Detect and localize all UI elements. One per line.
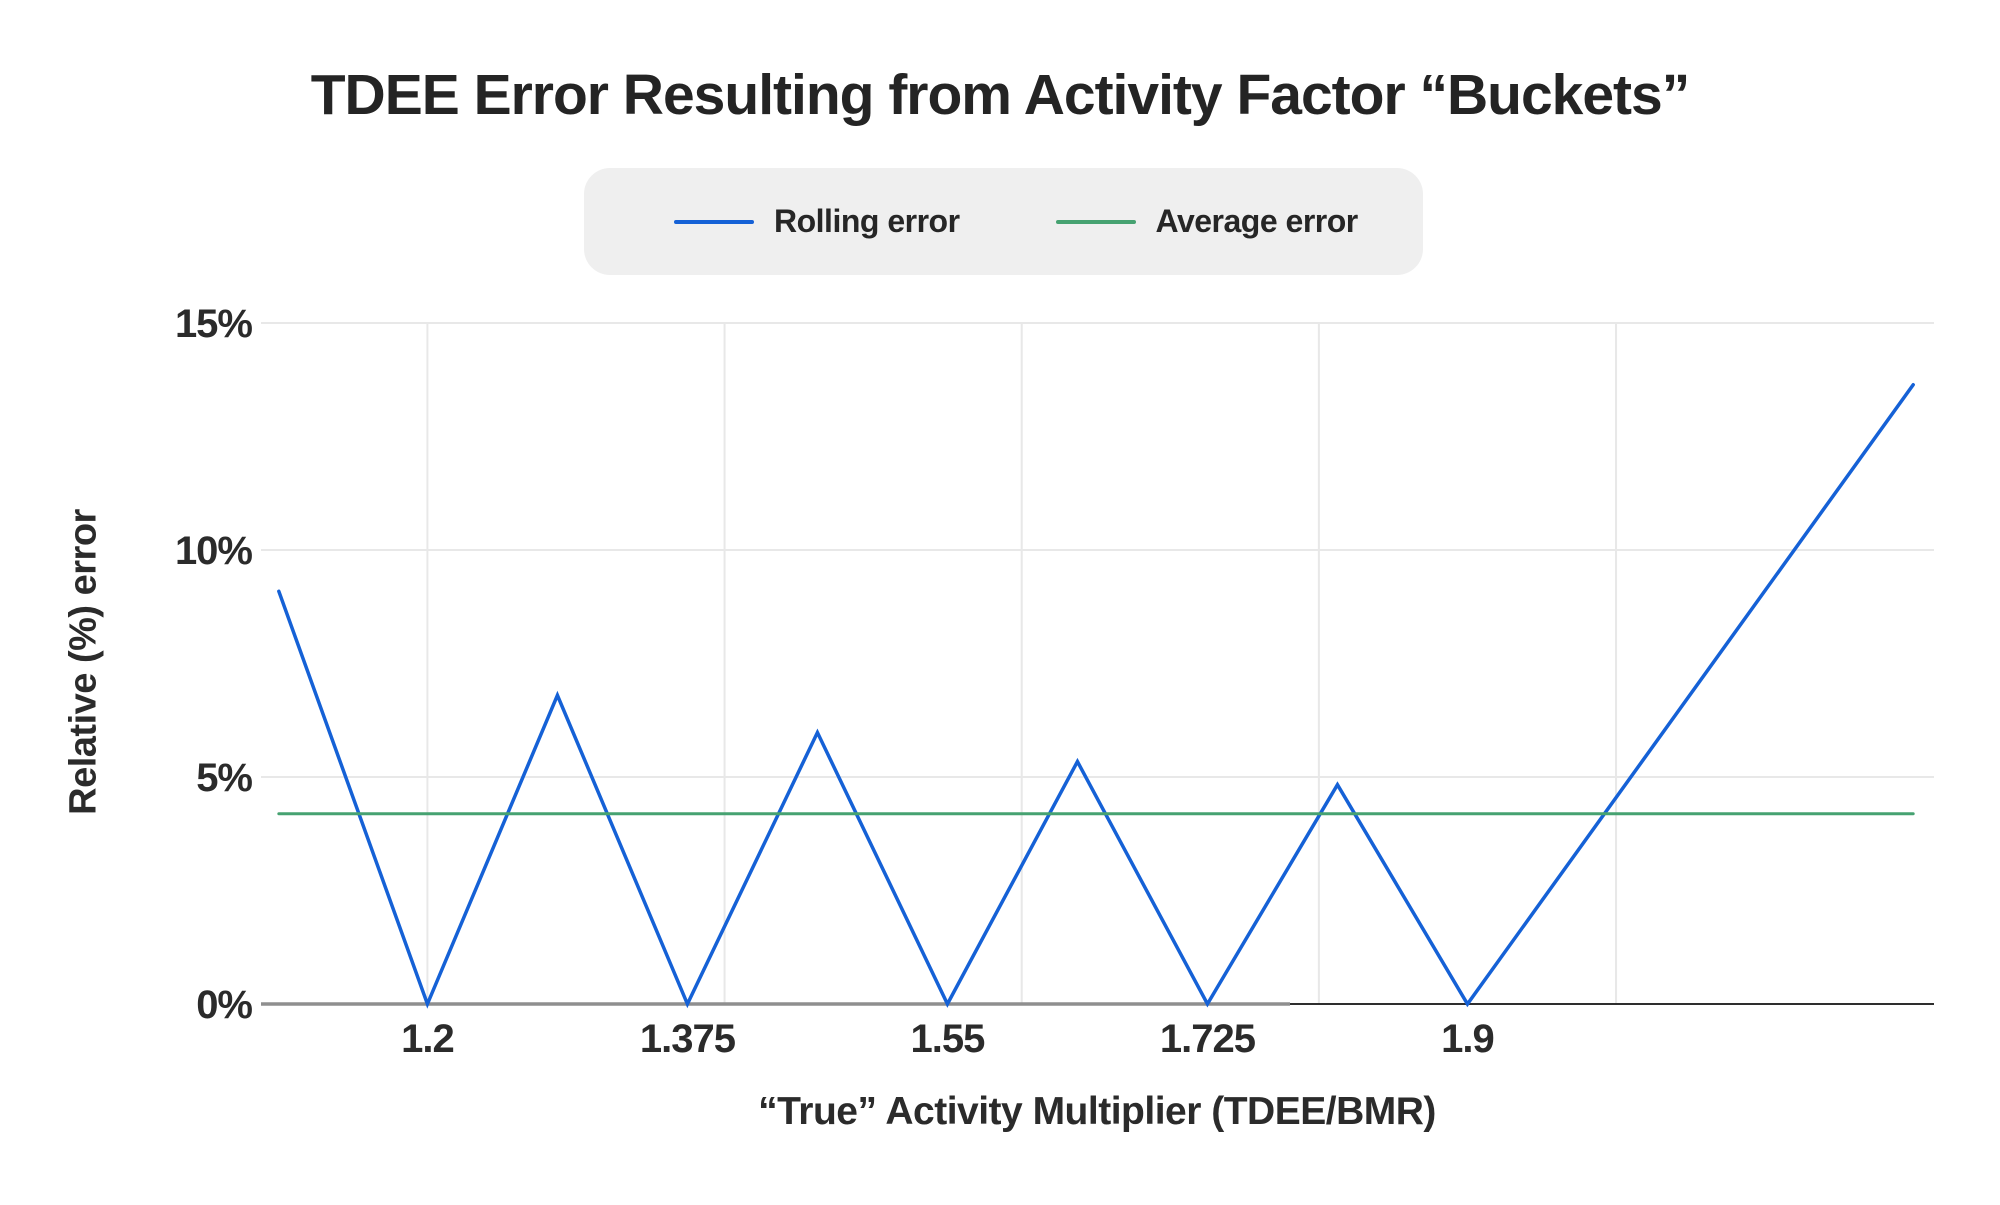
y-tick-label: 0% (196, 983, 252, 1027)
x-tick-label: 1.725 (1160, 1017, 1256, 1061)
legend: Rolling error Average error (584, 168, 1423, 275)
rolling-error-line-swatch (674, 219, 754, 224)
x-tick-label: 1.2 (401, 1017, 454, 1061)
y-tick-label: 10% (175, 529, 252, 573)
legend-label: Rolling error (774, 203, 960, 239)
rolling-error-line (277, 382, 1915, 1009)
average-error-line-swatch (1055, 219, 1136, 224)
legend-label: Average error (1155, 203, 1359, 239)
y-tick-label: 5% (196, 756, 252, 800)
legend-item-average-error[interactable]: Average error (1055, 203, 1359, 240)
x-tick-label: 1.55 (911, 1017, 986, 1061)
chart-title: TDEE Error Resulting from Activity Facto… (310, 63, 1691, 127)
x-tick-label: 1.9 (1441, 1017, 1494, 1061)
legend-item-rolling-error[interactable]: Rolling error (674, 203, 960, 240)
x-tick-label: 1.375 (640, 1017, 736, 1061)
x-axis-title: “True” Activity Multiplier (TDEE/BMR) (758, 1090, 1436, 1133)
y-tick-label: 15% (175, 302, 252, 346)
